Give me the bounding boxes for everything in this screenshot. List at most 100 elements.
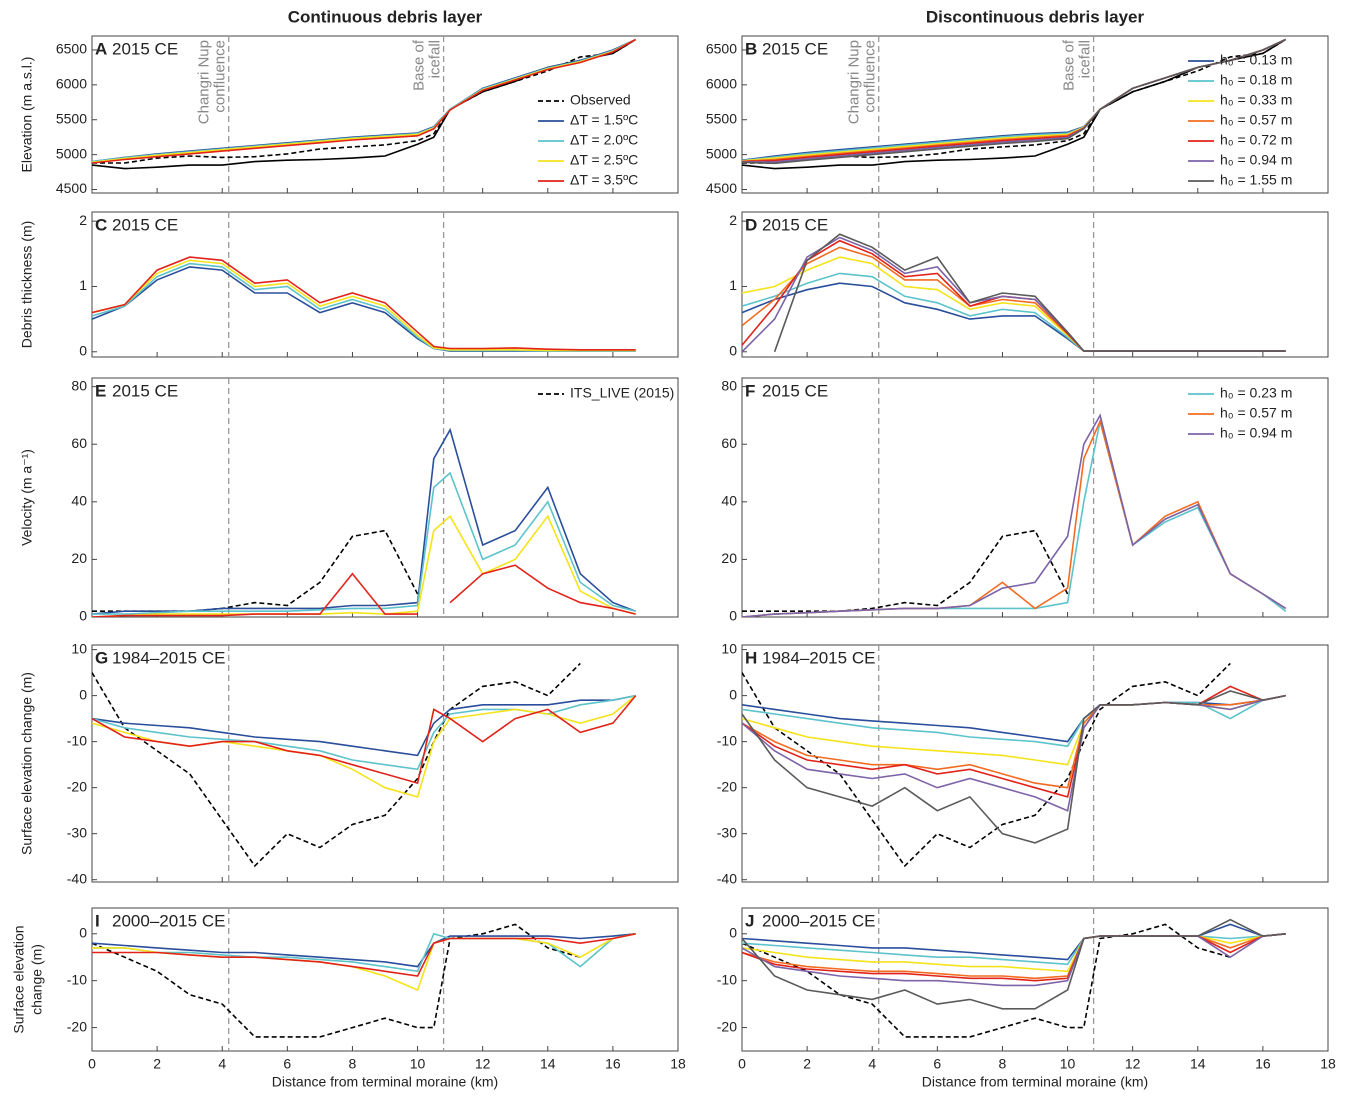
y-axis-label: Velocity (m a⁻¹) <box>19 449 35 546</box>
y-tick-label: 2 <box>79 212 87 228</box>
panel-letter: J <box>745 911 754 930</box>
y-tick-label: 6000 <box>706 76 737 92</box>
y-tick-label: -20 <box>67 1018 87 1034</box>
x-tick-label: 16 <box>605 1056 621 1072</box>
y-tick-label: 80 <box>721 377 737 393</box>
reference-label: confluence <box>862 40 879 113</box>
panel-title: 1984–2015 CE <box>112 648 225 667</box>
series-line <box>92 694 637 798</box>
legend-label: h₀ = 0.57 m <box>1220 405 1292 421</box>
series-line <box>92 694 636 757</box>
y-tick-label: -10 <box>717 732 737 748</box>
x-tick-label: 8 <box>349 1056 357 1072</box>
series-line <box>92 514 636 617</box>
y-tick-label: 20 <box>721 550 737 566</box>
panel-title: 2015 CE <box>762 215 828 234</box>
panel-letter: G <box>95 648 108 667</box>
x-tick-label: 4 <box>868 1056 876 1072</box>
x-tick-label: 2 <box>803 1056 811 1072</box>
series-line <box>92 933 636 968</box>
legend-label: h₀ = 0.94 m <box>1220 425 1292 441</box>
panel-letter: F <box>745 381 755 400</box>
panel-title: 2000–2015 CE <box>112 911 225 930</box>
legend-label: ΔT = 1.5ºC <box>570 112 638 128</box>
panel-letter: A <box>95 39 107 58</box>
x-tick-label: 0 <box>88 1056 96 1072</box>
legend-label: h₀ = 0.33 m <box>1220 92 1292 108</box>
legend-label: ΔT = 2.0ºC <box>570 132 638 148</box>
panel-title: 2015 CE <box>112 215 178 234</box>
legend-label: ΔT = 3.5ºC <box>570 172 638 188</box>
series-line <box>92 923 581 1038</box>
y-tick-label: 60 <box>721 435 737 451</box>
reference-label: Changri Nup <box>196 40 213 124</box>
y-tick-label: 10 <box>721 640 737 656</box>
plot-frame <box>741 211 1329 358</box>
column-title: Discontinuous debris layer <box>926 7 1145 26</box>
y-tick-label: 0 <box>79 686 87 702</box>
y-tick-label: 0 <box>79 608 87 624</box>
panel-letter: I <box>95 911 100 930</box>
x-tick-label: 0 <box>738 1056 746 1072</box>
reference-label: icefall <box>427 40 444 78</box>
series-line <box>742 413 1287 617</box>
reference-label: Base of <box>1061 39 1078 91</box>
series-line <box>92 471 636 615</box>
panel-title: 1984–2015 CE <box>762 648 875 667</box>
x-axis-label: Distance from terminal moraine (km) <box>272 1074 498 1090</box>
x-tick-label: 16 <box>1255 1056 1271 1072</box>
series-line <box>742 529 1069 612</box>
plot-frame <box>91 644 679 883</box>
y-axis-label: Elevation (m a.s.l.) <box>19 57 35 173</box>
y-tick-label: 0 <box>79 924 87 940</box>
legend-label: h₀ = 0.13 m <box>1220 52 1292 68</box>
y-tick-label: -20 <box>717 778 737 794</box>
y-axis-label: change (m) <box>29 944 45 1015</box>
y-tick-label: 20 <box>71 550 87 566</box>
series-line <box>742 38 1287 165</box>
y-tick-label: 40 <box>71 493 87 509</box>
plot-frame <box>741 377 1329 618</box>
column-title: Continuous debris layer <box>288 7 483 26</box>
plot-frame <box>91 35 679 194</box>
y-tick-label: 0 <box>79 342 87 358</box>
y-tick-label: 5500 <box>706 110 737 126</box>
series-line <box>92 564 636 617</box>
legend-label: h₀ = 0.18 m <box>1220 72 1292 88</box>
plot-frame <box>741 644 1329 883</box>
series-line <box>92 662 581 868</box>
y-tick-label: 6000 <box>56 76 87 92</box>
reference-label: confluence <box>212 40 229 113</box>
legend-label: h₀ = 0.23 m <box>1220 385 1292 401</box>
series-line <box>92 933 636 977</box>
y-tick-label: -10 <box>67 971 87 987</box>
panel-title: 2015 CE <box>112 39 178 58</box>
y-tick-label: -40 <box>67 870 87 886</box>
panel-title: 2015 CE <box>112 381 178 400</box>
legend-label: h₀ = 1.55 m <box>1220 172 1292 188</box>
y-tick-label: -10 <box>67 732 87 748</box>
panel-letter: D <box>745 215 757 234</box>
panel-letter: B <box>745 39 757 58</box>
legend-label: h₀ = 0.94 m <box>1220 152 1292 168</box>
series-line <box>92 529 419 612</box>
legend-label: h₀ = 0.72 m <box>1220 132 1292 148</box>
x-tick-label: 12 <box>1125 1056 1141 1072</box>
plot-frame <box>91 377 679 618</box>
y-tick-label: 4500 <box>56 180 87 196</box>
y-axis-label: Surface elevation <box>11 925 27 1033</box>
panel-letter: E <box>95 381 106 400</box>
y-tick-label: 2 <box>729 212 737 228</box>
reference-label: icefall <box>1077 40 1094 78</box>
series-line <box>742 918 1286 1010</box>
y-tick-label: 5000 <box>706 145 737 161</box>
y-tick-label: 6500 <box>706 41 737 57</box>
y-tick-label: -30 <box>67 824 87 840</box>
legend-label: ΔT = 2.5ºC <box>570 152 638 168</box>
series-line <box>742 694 1286 748</box>
x-tick-label: 12 <box>475 1056 491 1072</box>
series-line <box>92 427 636 615</box>
x-tick-label: 6 <box>283 1056 291 1072</box>
x-tick-label: 18 <box>670 1056 686 1072</box>
y-tick-label: 60 <box>71 435 87 451</box>
